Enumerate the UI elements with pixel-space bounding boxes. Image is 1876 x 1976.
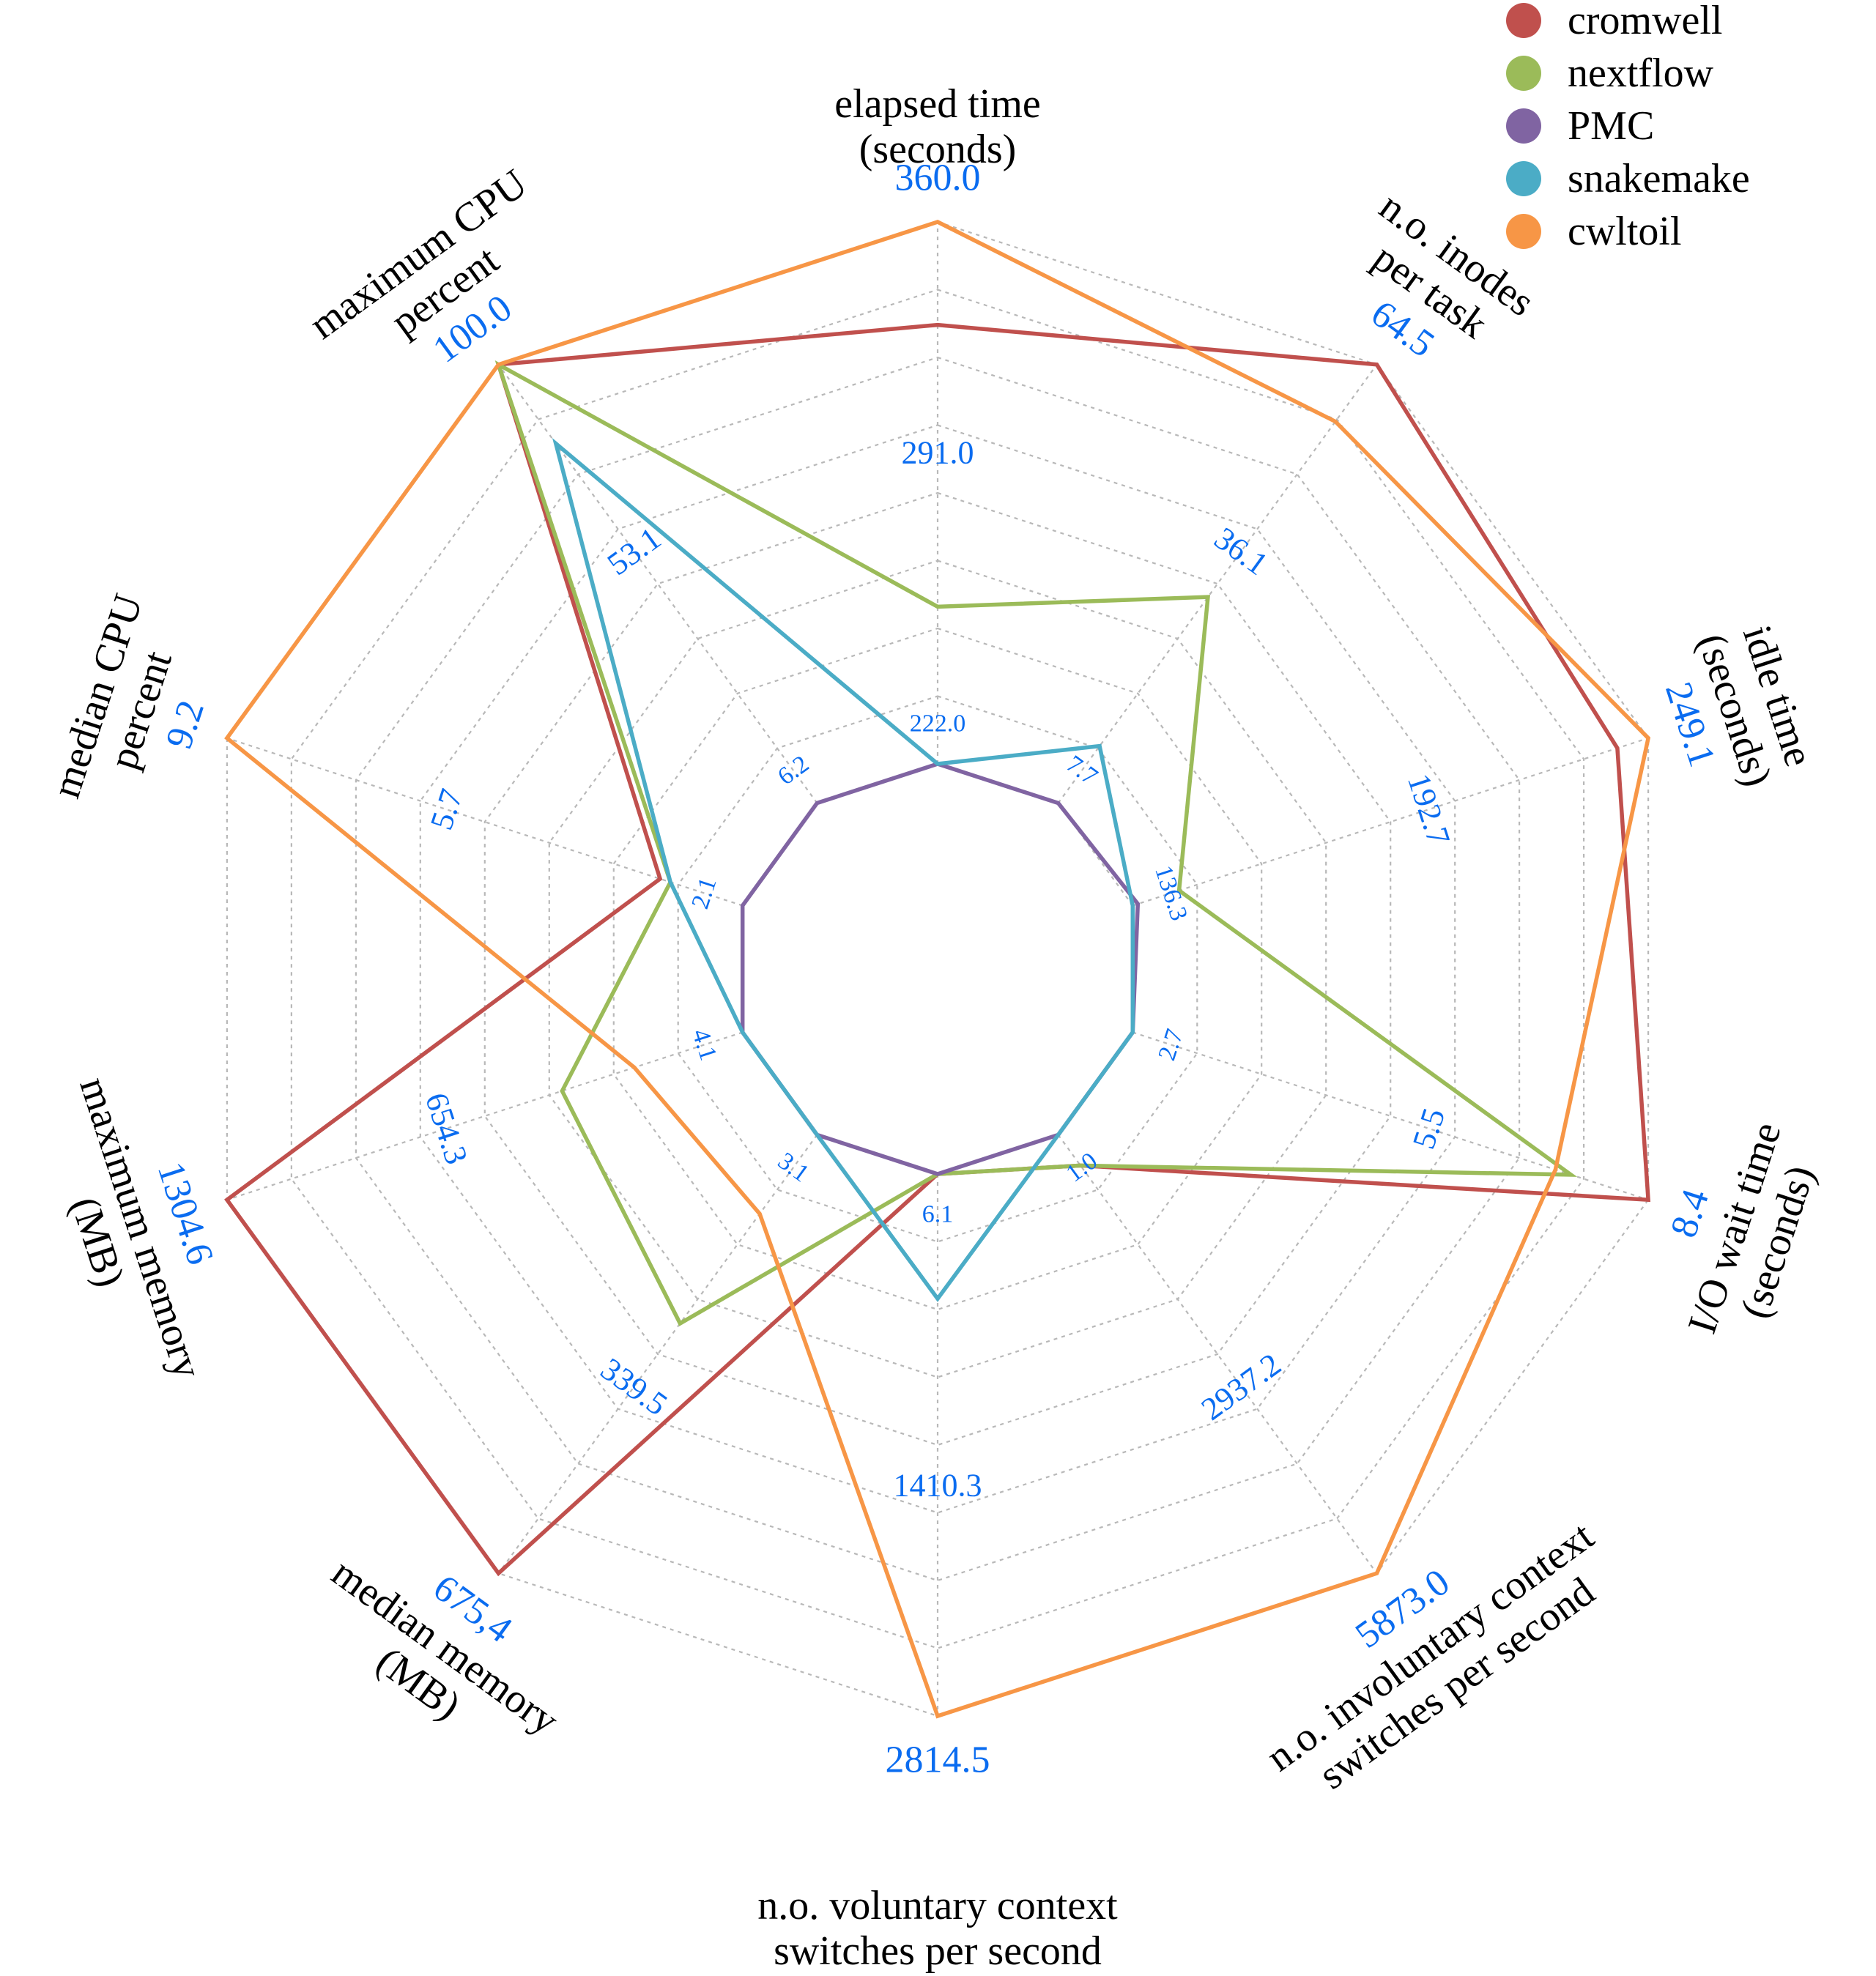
grid-ring — [355, 356, 1521, 1582]
tick-label: 6.2 — [773, 751, 814, 791]
axis-title-line: switches per second — [774, 1928, 1102, 1974]
tick-label: 654.3 — [418, 1088, 475, 1168]
tick-label: 6.1 — [922, 1201, 954, 1228]
legend-marker-snakemake — [1506, 161, 1541, 196]
legend-label: cromwell — [1568, 0, 1722, 43]
axis-title-line: (seconds) — [859, 127, 1017, 172]
legend-marker-cromwell — [1506, 3, 1541, 38]
grid-ring — [483, 491, 1392, 1446]
series-line-pmc — [740, 762, 1141, 1176]
tick-label: 2814.5 — [886, 1739, 990, 1781]
tick-label: 5.5 — [1406, 1104, 1453, 1153]
tick-label: 2.1 — [686, 874, 722, 913]
grid-ring — [677, 695, 1198, 1243]
grid-spoke — [226, 1031, 744, 1201]
axis-title-line: n.o. involuntary context — [1258, 1513, 1603, 1780]
axis-title: elapsed time(seconds) — [834, 81, 1040, 172]
grid-spoke — [1057, 1134, 1378, 1574]
tick-label: 222.0 — [910, 710, 966, 738]
tick-label: 192.7 — [1401, 769, 1457, 849]
grid-spoke — [1057, 364, 1378, 804]
grid-ring — [419, 424, 1456, 1514]
tick-label: 339.5 — [594, 1351, 674, 1422]
legend-marker-pmc — [1506, 108, 1541, 144]
series-line-snakemake — [552, 437, 1135, 1302]
legend-marker-cwltoil — [1506, 214, 1541, 249]
series-lines — [224, 220, 1651, 1719]
legend-marker-nextflow — [1506, 56, 1541, 91]
grid-spoke — [497, 1134, 818, 1574]
tick-label: 291.0 — [902, 435, 974, 471]
axis-title-line: n.o. voluntary context — [757, 1883, 1118, 1928]
axis-title-line: elapsed time — [834, 81, 1040, 127]
legend-label: nextflow — [1568, 51, 1714, 96]
legend-label: snakemake — [1568, 156, 1750, 201]
tick-label: 2.7 — [1153, 1026, 1188, 1064]
grid — [226, 220, 1650, 1717]
axis-title: median memory(MB) — [324, 1550, 567, 1744]
legend: cromwell nextflow PMC snakemake cwltoil — [1506, 0, 1750, 254]
grid-ring — [290, 289, 1585, 1649]
grid-spoke — [497, 364, 818, 804]
tick-label: 1410.3 — [894, 1468, 982, 1504]
tick-label: 360.0 — [895, 157, 981, 199]
grid-spoke — [1132, 737, 1649, 907]
grid-spoke — [226, 737, 744, 907]
legend-label: cwltoil — [1568, 209, 1682, 254]
tick-labels: 222.0291.0360.07.736.164.5136.3192.7249.… — [149, 157, 1724, 1781]
legend-label: PMC — [1568, 103, 1654, 149]
series-line-cwltoil — [224, 220, 1651, 1719]
tick-label: 7.7 — [1061, 751, 1102, 791]
tick-label: 5.7 — [423, 784, 470, 833]
axis-title: idle time(seconds) — [1688, 620, 1822, 792]
grid-spoke — [1132, 1031, 1649, 1201]
tick-label: 3.1 — [773, 1148, 814, 1188]
grid-ring — [548, 560, 1327, 1378]
tick-label: 4.1 — [686, 1026, 722, 1064]
tick-label: 36.1 — [1208, 520, 1275, 582]
tick-label: 1.0 — [1061, 1148, 1102, 1188]
